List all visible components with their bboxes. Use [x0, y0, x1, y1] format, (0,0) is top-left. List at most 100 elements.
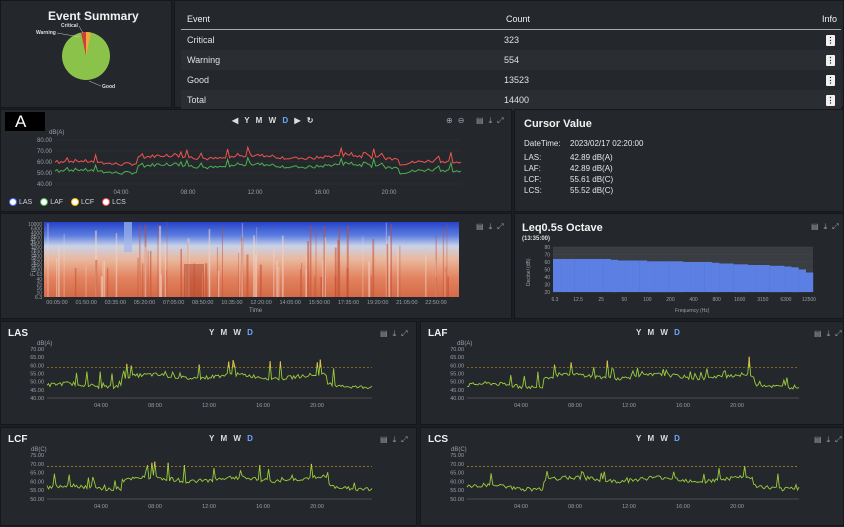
y-tick-label: 40	[36, 277, 42, 283]
octave-bar	[791, 267, 799, 293]
level-trend-chart[interactable]: dB(A) 80.00 70.00 60.00 50.00 40.00 04:00 08:0…	[1, 110, 513, 213]
panel-tools: ▤ ⤓ ⤢	[471, 222, 504, 232]
zoom-out-icon[interactable]: ⊖	[457, 116, 465, 125]
spectrogram-streak	[103, 260, 106, 297]
x-tick-label: 01:50:00	[75, 300, 96, 306]
spectrogram-streak	[157, 224, 159, 297]
x-tick-label: 08:00	[148, 403, 162, 409]
range-m-button[interactable]: M	[220, 328, 230, 337]
range-m-button[interactable]: M	[647, 434, 657, 443]
expand-icon[interactable]: ⤢	[497, 222, 504, 231]
download-icon[interactable]: ⤓	[392, 329, 397, 338]
row-info-button[interactable]: ⋮	[826, 94, 835, 106]
pie-label-warning: Warning	[36, 30, 56, 36]
event-pie-chart[interactable]: Critical Warning Good	[1, 1, 173, 109]
y-tick-label: 55.00	[30, 372, 44, 378]
range-m-button[interactable]: M	[647, 328, 657, 337]
range-w-button[interactable]: W	[660, 434, 670, 443]
spectrogram-streak	[216, 247, 218, 297]
range-y-button[interactable]: Y	[209, 434, 217, 443]
range-y-button[interactable]: Y	[244, 116, 252, 125]
range-m-button[interactable]: M	[220, 434, 230, 443]
y-tick-label: 65.00	[450, 471, 464, 477]
range-m-button[interactable]: M	[255, 116, 265, 125]
lcs-chart[interactable]: dB(C) 75.00 70.00 65.00 60.00 55.00 50.00 04:0…	[421, 428, 844, 527]
expand-icon[interactable]: ⤢	[401, 329, 408, 338]
x-tick-label: 10:35:00	[221, 300, 242, 306]
expand-icon[interactable]: ⤢	[832, 222, 839, 231]
download-icon[interactable]: ⤓	[823, 222, 828, 231]
las-chart[interactable]: dB(A) 70.00 65.00 60.00 55.00 50.00 45.00 40.0…	[1, 322, 418, 426]
expand-icon[interactable]: ⤢	[497, 116, 504, 125]
pie-critical-slice[interactable]	[81, 31, 86, 56]
panel-tools: ▤ ⤓ ⤢	[375, 435, 408, 445]
x-tick-label: 16:00	[256, 403, 270, 409]
legend-laf[interactable]: LAF	[50, 198, 64, 206]
download-icon[interactable]: ⤓	[392, 435, 397, 444]
csv-icon[interactable]: ▤	[814, 435, 822, 444]
csv-icon[interactable]: ▤	[476, 222, 484, 231]
range-w-button[interactable]: W	[233, 434, 243, 443]
refresh-icon[interactable]: ↻	[306, 116, 316, 125]
x-tick-label: 20:00	[310, 403, 324, 409]
laf-title: LAF	[428, 328, 448, 339]
range-y-button[interactable]: Y	[636, 328, 644, 337]
row-info-button[interactable]: ⋮	[826, 54, 835, 66]
range-w-button[interactable]: W	[660, 328, 670, 337]
csv-icon[interactable]: ▤	[476, 116, 484, 125]
row-info-button[interactable]: ⋮	[826, 74, 835, 86]
octave-bar	[596, 259, 604, 292]
cursor-value-title: Cursor Value	[524, 118, 592, 130]
range-d-button[interactable]: D	[247, 434, 255, 443]
series-legend: LAS LAF LCF LCS	[3, 198, 126, 206]
octave-x-axis-label: Frequency (Hz)	[675, 308, 710, 314]
legend-las[interactable]: LAS	[19, 198, 33, 206]
lcf-chart[interactable]: dB(C) 75.00 70.00 65.00 60.00 55.00 50.00 04:0…	[1, 428, 418, 527]
expand-icon[interactable]: ⤢	[401, 435, 408, 444]
pie-warning-slice[interactable]	[86, 31, 91, 56]
cursor-lcf-value: 55.61 dB(C)	[570, 175, 614, 184]
x-tick-label: 16:00	[256, 504, 270, 510]
download-icon[interactable]: ⤓	[488, 222, 493, 231]
range-y-button[interactable]: Y	[636, 434, 644, 443]
laf-chart[interactable]: dB(A) 70.00 65.00 60.00 55.00 50.00 45.00 40.0…	[421, 322, 844, 426]
range-toolbar: ◀ Y M W D ▶ ↻	[232, 116, 315, 125]
y-tick-label: 250	[34, 259, 43, 265]
laf-series-line	[54, 156, 462, 175]
prev-icon[interactable]: ◀	[232, 116, 241, 125]
x-tick-label: 6300	[780, 297, 791, 303]
spectrogram-streak	[74, 268, 77, 297]
csv-icon[interactable]: ▤	[811, 222, 819, 231]
zoom-in-icon[interactable]: ⊕	[446, 116, 453, 125]
legend-lcs[interactable]: LCS	[112, 198, 126, 206]
y-tick-label: 10000	[28, 222, 42, 228]
range-d-button[interactable]: D	[674, 328, 682, 337]
range-d-button[interactable]: D	[674, 434, 682, 443]
expand-icon[interactable]: ⤢	[835, 435, 842, 444]
range-d-button[interactable]: D	[282, 116, 291, 125]
octave-chart[interactable]: Decibel (dB) Frequency (Hz) 807060504030…	[515, 214, 844, 320]
spectrogram-streak	[445, 267, 447, 297]
legend-lcf[interactable]: LCF	[80, 198, 95, 206]
spec-y-axis-label: Frequency (Hz)	[31, 235, 37, 276]
range-d-button[interactable]: D	[247, 328, 255, 337]
las-range-toolbar: Y M W D	[209, 328, 255, 337]
cursor-las-label: LAS:	[524, 153, 542, 162]
csv-icon[interactable]: ▤	[814, 329, 822, 338]
range-w-button[interactable]: W	[233, 328, 243, 337]
download-icon[interactable]: ⤓	[488, 116, 493, 125]
csv-icon[interactable]: ▤	[380, 329, 388, 338]
range-y-button[interactable]: Y	[209, 328, 217, 337]
download-icon[interactable]: ⤓	[826, 329, 831, 338]
download-icon[interactable]: ⤓	[826, 435, 831, 444]
next-icon[interactable]: ▶	[294, 116, 303, 125]
row-info-button[interactable]: ⋮	[826, 34, 835, 46]
range-w-button[interactable]: W	[268, 116, 279, 125]
octave-bar	[776, 265, 785, 293]
y-tick-label: 4000	[31, 231, 42, 237]
expand-icon[interactable]: ⤢	[835, 329, 842, 338]
y-tick-label: 70.00	[30, 462, 44, 468]
spectrogram-chart[interactable]: Frequency (Hz) Time 10000630040002500160…	[1, 214, 513, 320]
csv-icon[interactable]: ▤	[380, 435, 388, 444]
event-cell: Good	[187, 75, 210, 85]
